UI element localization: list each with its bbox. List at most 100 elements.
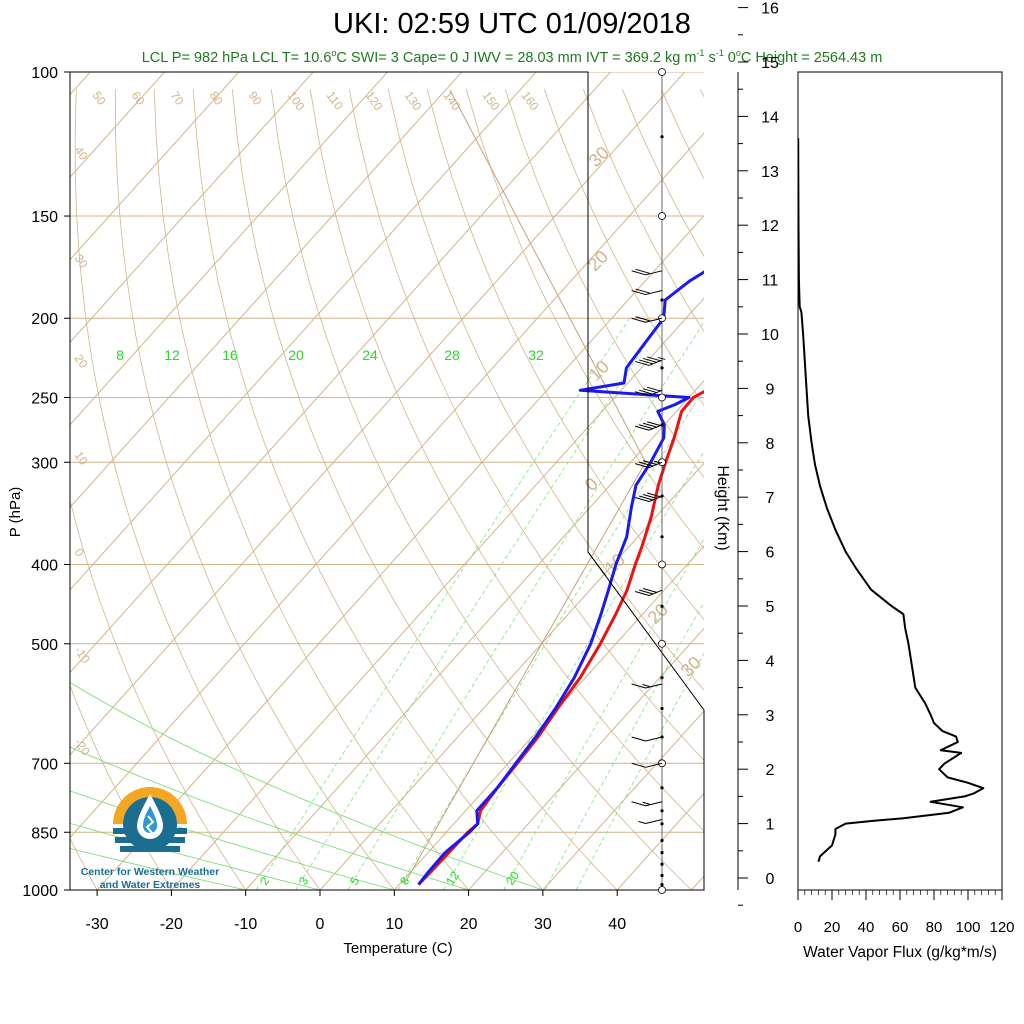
mixing-ratio-line — [503, 538, 704, 890]
wind-barb-feather — [647, 421, 662, 427]
dewpoint-trace — [417, 270, 704, 886]
wind-barb-half — [642, 684, 650, 688]
dry-adiabat — [582, 89, 704, 333]
barb-dot — [660, 298, 664, 302]
isotherm-line — [70, 72, 91, 96]
logo-caption-line1: Center for Western Weather — [80, 866, 220, 878]
mixing-ratio-label: 20 — [288, 347, 304, 363]
flux-x-tick-label: 100 — [955, 919, 980, 936]
x-tick-label: 30 — [534, 916, 552, 933]
height-tick-label: 6 — [766, 545, 775, 562]
dry-adiabat — [817, 89, 1024, 907]
dry-adiabat — [270, 89, 693, 890]
dry-adiabat-label: 160 — [519, 89, 542, 114]
dry-adiabat-label: 90 — [246, 89, 265, 108]
mixing-ratio-line — [575, 652, 704, 890]
subtitle-part-height: C Height = 2564.43 m — [740, 49, 883, 66]
wind-barb-feather — [635, 288, 650, 294]
isotherm-line — [70, 72, 612, 674]
wind-barb-feather — [635, 425, 650, 431]
isotherm-line — [70, 72, 537, 591]
height-tick-label: 15 — [761, 55, 779, 72]
height-tick-label: 12 — [761, 218, 779, 235]
skewt-traces — [417, 270, 704, 886]
isotherm-label: -20 — [72, 736, 94, 759]
barb-level-circle — [658, 393, 666, 402]
wind-barb-feather — [639, 461, 654, 467]
mixing-ratio-line — [443, 450, 704, 890]
flux-x-tick-label: 80 — [926, 919, 943, 936]
barb-level-circle — [658, 560, 666, 569]
wind-barb-feather — [647, 492, 662, 498]
subtitle-degree: o — [331, 48, 337, 58]
isotherm-line — [393, 545, 704, 890]
barb-level-circle — [658, 68, 666, 76]
wind-barb-feather — [635, 316, 650, 322]
isotherm-line — [70, 72, 166, 178]
wind-barb-feather — [631, 683, 646, 689]
logo-caption-line2: and Water Extremes — [99, 879, 201, 891]
barb-dot — [660, 850, 664, 855]
wind-barb-column — [631, 68, 666, 894]
wind-barb-feather — [635, 591, 650, 597]
mixing-ratio-label-lower: 5 — [347, 874, 362, 888]
wind-barb-feather — [631, 317, 646, 323]
cw3e-logo: Center for Western Weather and Water Ext… — [70, 782, 230, 892]
flux-x-title: Water Vapor Flux (g/kg*m/s) — [803, 944, 997, 961]
height-tick-label: 16 — [761, 1, 779, 18]
mixing-ratio-label-lower: 12 — [443, 868, 462, 887]
dry-adiabat — [543, 89, 704, 406]
flux-x-tick-label: 20 — [824, 919, 841, 936]
wind-barb-feather — [631, 762, 646, 768]
wind-barb-shaft — [648, 589, 663, 597]
skewt-frame — [69, 71, 705, 891]
y-tick-label: 200 — [31, 311, 58, 328]
y-tick-label: 1000 — [22, 883, 58, 900]
barb-dot — [660, 786, 664, 790]
mixing-ratio-label: 16 — [222, 347, 238, 363]
barb-dot — [660, 366, 664, 370]
y-tick-label: 400 — [31, 557, 58, 574]
y-tick-label: 700 — [31, 756, 58, 773]
y-axis-title: P (hPa) — [7, 487, 24, 538]
height-tick-label: 11 — [762, 273, 779, 290]
barb-dot — [660, 822, 664, 826]
temperature-trace — [417, 389, 704, 886]
wind-barb-feather — [643, 388, 658, 394]
dry-adiabat-label: 60 — [129, 89, 148, 108]
dry-adiabat-label: 120 — [363, 89, 386, 114]
x-tick-label: 20 — [460, 916, 478, 933]
mixing-ratio-line — [544, 601, 704, 890]
wind-barb-half — [642, 801, 650, 805]
chart-title: UKI: 02:59 UTC 01/09/2018 — [333, 8, 691, 40]
isotherm-line — [70, 72, 314, 343]
barb-dot — [660, 838, 664, 843]
wind-barb-shaft — [645, 736, 663, 742]
dry-adiabat-label: 100 — [285, 89, 308, 114]
wind-barb-half — [654, 460, 662, 464]
dry-adiabat — [231, 89, 618, 890]
height-tick-label: 0 — [766, 871, 775, 888]
dry-adiabat — [192, 89, 544, 890]
dry-adiabat — [74, 89, 321, 890]
x-tick-label: -30 — [86, 916, 109, 933]
mixing-ratio-label-lower: 20 — [503, 868, 522, 887]
height-tick-label: 8 — [766, 436, 775, 453]
flux-x-tick-label: 60 — [892, 919, 909, 936]
subtitle-part-s: s — [704, 49, 716, 66]
isotherm-line — [70, 132, 704, 839]
skewt-border-tick — [587, 551, 607, 577]
isotherm-label: 0 — [72, 546, 87, 560]
chart-subtitle: LCL P= 982 hPa LCL T= 10.6oC SWI= 3 Cape… — [0, 48, 1024, 66]
mixing-ratio-label: 32 — [528, 347, 544, 363]
mixing-ratio-label: 8 — [116, 347, 124, 363]
wind-barb-feather — [639, 389, 654, 395]
moist-adiabat — [70, 681, 544, 890]
subtitle-degree-2: o — [735, 48, 741, 58]
barb-dot — [660, 873, 664, 878]
wind-barb-shaft — [645, 801, 663, 807]
height-tick-label: 9 — [766, 381, 775, 398]
isotherm-label: 10 — [72, 449, 91, 468]
subtitle-exp-s: -1 — [715, 48, 724, 58]
isotherm-label: -10 — [72, 644, 94, 667]
